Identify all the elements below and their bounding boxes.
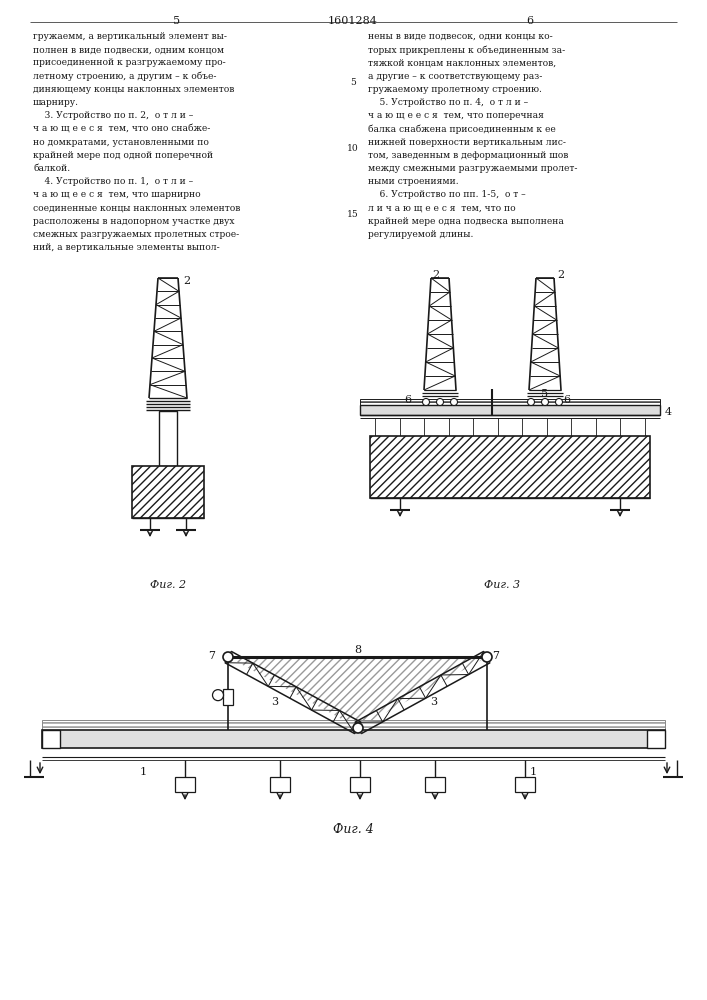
Circle shape <box>213 690 223 701</box>
Text: 2: 2 <box>432 270 439 280</box>
Bar <box>42 730 60 748</box>
Polygon shape <box>228 657 487 728</box>
Text: шарниру.: шарниру. <box>33 98 79 107</box>
Circle shape <box>223 652 233 662</box>
Circle shape <box>353 723 363 733</box>
Bar <box>223 689 233 705</box>
Text: 2: 2 <box>557 270 564 280</box>
Bar <box>350 777 370 792</box>
Text: 5: 5 <box>541 389 548 399</box>
Text: балка снабжена присоединенным к ее: балка снабжена присоединенным к ее <box>368 124 556 134</box>
Text: 5. Устройство по п. 4,  о т л и –: 5. Устройство по п. 4, о т л и – <box>368 98 528 107</box>
Text: диняющему концы наклонных элементов: диняющему концы наклонных элементов <box>33 85 235 94</box>
Text: 8: 8 <box>354 645 361 655</box>
Text: 15: 15 <box>347 210 359 219</box>
Text: ч а ю щ е е с я  тем, что оно снабже-: ч а ю щ е е с я тем, что оно снабже- <box>33 124 211 133</box>
Text: смежных разгружаемых пролетных строе-: смежных разгружаемых пролетных строе- <box>33 230 239 239</box>
Circle shape <box>527 398 534 406</box>
Text: ч а ю щ е е с я  тем, что шарнирно: ч а ю щ е е с я тем, что шарнирно <box>33 190 201 199</box>
Bar <box>360 399 660 405</box>
Text: но домкратами, установленными по: но домкратами, установленными по <box>33 138 209 147</box>
Text: полнен в виде подвески, одним концом: полнен в виде подвески, одним концом <box>33 45 224 54</box>
Bar <box>270 777 290 792</box>
Text: ний, а вертикальные элементы выпол-: ний, а вертикальные элементы выпол- <box>33 243 220 252</box>
Text: крайней мере одна подвеска выполнена: крайней мере одна подвеска выполнена <box>368 217 564 226</box>
Text: крайней мере под одной поперечной: крайней мере под одной поперечной <box>33 151 213 160</box>
Text: 3. Устройство по п. 2,  о т л и –: 3. Устройство по п. 2, о т л и – <box>33 111 194 120</box>
Bar <box>647 730 665 748</box>
Bar <box>175 777 195 792</box>
Text: нены в виде подвесок, одни концы ко-: нены в виде подвесок, одни концы ко- <box>368 32 553 41</box>
Bar <box>425 777 445 792</box>
Text: 1601284: 1601284 <box>328 16 378 26</box>
Text: соединенные концы наклонных элементов: соединенные концы наклонных элементов <box>33 204 240 213</box>
Bar <box>159 411 177 466</box>
Text: 6: 6 <box>563 395 570 405</box>
Bar <box>360 405 660 415</box>
Text: тяжкой концам наклонных элементов,: тяжкой концам наклонных элементов, <box>368 58 556 67</box>
Text: регулируемой длины.: регулируемой длины. <box>368 230 474 239</box>
Text: присоединенной к разгружаемому про-: присоединенной к разгружаемому про- <box>33 58 226 67</box>
Circle shape <box>450 398 457 406</box>
Circle shape <box>542 398 549 406</box>
Text: 4. Устройство по п. 1,  о т л и –: 4. Устройство по п. 1, о т л и – <box>33 177 193 186</box>
Text: л и ч а ю щ е е с я  тем, что по: л и ч а ю щ е е с я тем, что по <box>368 204 515 213</box>
Text: 1: 1 <box>140 767 147 777</box>
Circle shape <box>482 652 492 662</box>
Text: 7: 7 <box>492 651 499 661</box>
Text: 4: 4 <box>665 407 672 417</box>
Text: 6: 6 <box>527 16 534 26</box>
Text: расположены в надопорном участке двух: расположены в надопорном участке двух <box>33 217 235 226</box>
Text: 1: 1 <box>530 767 537 777</box>
Bar <box>42 720 665 730</box>
Text: 3: 3 <box>430 697 437 707</box>
Text: Фиг. 3: Фиг. 3 <box>484 580 520 590</box>
Text: 6: 6 <box>404 395 411 405</box>
Text: нижней поверхности вертикальным лис-: нижней поверхности вертикальным лис- <box>368 138 566 147</box>
Text: летному строению, а другим – к объе-: летному строению, а другим – к объе- <box>33 72 216 81</box>
Bar <box>515 777 535 792</box>
Text: 6. Устройство по пп. 1-5,  о т –: 6. Устройство по пп. 1-5, о т – <box>368 190 526 199</box>
Bar <box>370 436 650 498</box>
Text: между смежными разгружаемыми пролет-: между смежными разгружаемыми пролет- <box>368 164 578 173</box>
Text: торых прикреплены к объединенным за-: торых прикреплены к объединенным за- <box>368 45 566 55</box>
Circle shape <box>423 398 429 406</box>
Text: 5: 5 <box>173 16 180 26</box>
Circle shape <box>436 398 443 406</box>
Text: Фиг. 2: Фиг. 2 <box>150 580 186 590</box>
Text: а другие – к соответствующему раз-: а другие – к соответствующему раз- <box>368 72 542 81</box>
Text: 10: 10 <box>347 144 359 153</box>
Text: гружаемм, а вертикальный элемент вы-: гружаемм, а вертикальный элемент вы- <box>33 32 227 41</box>
Text: балкой.: балкой. <box>33 164 70 173</box>
Text: Фиг. 4: Фиг. 4 <box>332 823 373 836</box>
Circle shape <box>556 398 563 406</box>
Text: 7: 7 <box>208 651 215 661</box>
Text: ными строениями.: ными строениями. <box>368 177 459 186</box>
Bar <box>132 466 204 518</box>
Bar <box>42 730 665 748</box>
Text: ч а ю щ е е с я  тем, что поперечная: ч а ю щ е е с я тем, что поперечная <box>368 111 544 120</box>
Text: том, заведенным в деформационный шов: том, заведенным в деформационный шов <box>368 151 568 160</box>
Text: 2: 2 <box>183 276 190 286</box>
Text: гружаемому пролетному строению.: гружаемому пролетному строению. <box>368 85 542 94</box>
Text: 3: 3 <box>271 697 278 707</box>
Text: 5: 5 <box>350 78 356 87</box>
